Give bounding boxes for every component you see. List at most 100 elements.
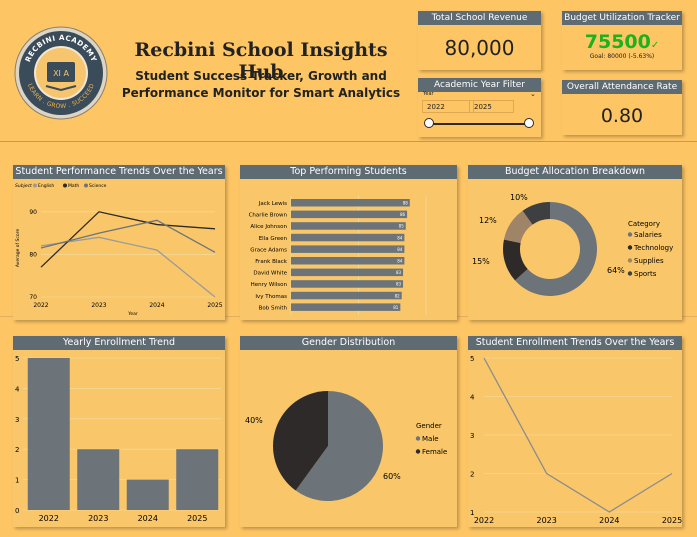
year-from-input[interactable]: 2022 xyxy=(422,100,474,113)
performance-panel: Student Performance Trends Over the Year… xyxy=(13,165,225,320)
page-title: Recbini School Insights Hub xyxy=(134,39,388,83)
bar xyxy=(176,449,219,510)
y-tick-label: 4 xyxy=(15,385,20,393)
legend-item: Female xyxy=(422,448,447,456)
year-filter-label: Academic Year Filter xyxy=(418,78,541,92)
y-tick-label: 1 xyxy=(15,477,19,485)
y-tick-label: 1 xyxy=(470,509,474,517)
year-slider-start-handle[interactable] xyxy=(424,118,434,128)
gender-panel: Gender Distribution 60% 40% Gender Male Fema… xyxy=(240,336,457,527)
y-tick-label: 4 xyxy=(470,394,475,402)
bar xyxy=(291,280,404,288)
bar-value-label: 84 xyxy=(397,247,403,252)
x-tick-label: 2023 xyxy=(536,516,556,525)
legend-marker xyxy=(627,258,633,263)
bar xyxy=(126,479,169,510)
x-tick-label: 2022 xyxy=(39,514,59,523)
slice-female xyxy=(273,391,328,491)
bar-value-label: 83 xyxy=(396,282,402,287)
x-tick-label: 2022 xyxy=(33,302,48,309)
y-tick-label: 80 xyxy=(29,251,37,258)
legend-title: Category xyxy=(628,220,660,228)
x-tick-label: 100 xyxy=(419,319,432,320)
bar-category-label: Charlie Brown xyxy=(249,213,288,219)
series-line xyxy=(483,357,673,513)
bar-category-label: Bob Smith xyxy=(259,305,288,311)
performance-title: Student Performance Trends Over the Year… xyxy=(13,165,225,179)
budget-alloc-title: Budget Allocation Breakdown xyxy=(468,165,682,179)
bar xyxy=(291,303,401,311)
chevron-down-icon[interactable]: ⌄ xyxy=(530,90,536,98)
legend-title: Gender xyxy=(416,422,442,430)
enrollment-trend-title: Student Enrollment Trends Over the Years xyxy=(468,336,682,350)
budget-value: 75500 xyxy=(584,31,651,53)
y-tick-label: 3 xyxy=(470,432,474,440)
legend-item: Technology xyxy=(633,244,673,252)
gender-title: Gender Distribution xyxy=(240,336,457,350)
slice-value-label: 60% xyxy=(383,472,401,481)
slice-salaries xyxy=(515,202,597,296)
x-tick-label: 2023 xyxy=(91,302,106,309)
series-line-science xyxy=(40,219,216,253)
year-filter-field: Year xyxy=(423,91,434,97)
legend-item: Salaries xyxy=(634,231,662,239)
legend-item: Math xyxy=(68,183,79,189)
enrollment-trend-panel: Student Enrollment Trends Over the Years… xyxy=(468,336,682,527)
slice-value-label: 64% xyxy=(607,266,625,275)
year-slider-track[interactable] xyxy=(429,123,529,125)
legend-marker xyxy=(33,183,37,188)
series-line-english xyxy=(40,236,216,298)
legend-marker xyxy=(627,232,633,237)
check-icon: ✓ xyxy=(650,40,660,51)
x-tick-label: 2022 xyxy=(474,516,494,525)
page-subtitle-line2: Performance Monitor for Smart Analytics xyxy=(121,86,401,100)
yearly-enrollment-panel: Yearly Enrollment Trend 0 1 2 3 4 5 2022 2023 20… xyxy=(13,336,225,527)
top-students-title: Top Performing Students xyxy=(240,165,457,179)
logo-mark: XI A xyxy=(53,69,69,78)
legend-marker xyxy=(415,436,421,441)
x-tick-label: 2025 xyxy=(662,516,682,525)
bar-value-label: 81 xyxy=(393,305,399,310)
legend-item: Science xyxy=(89,183,107,189)
school-logo: RECBINI ACADEMY LEARN . GROW . SUCCEED X… xyxy=(14,26,108,120)
x-tick-label: 2023 xyxy=(88,514,108,523)
year-filter-card[interactable]: Academic Year Filter Year ⌄ 2022 2025 xyxy=(418,78,541,137)
revenue-value: 80,000 xyxy=(444,36,515,60)
y-tick-label: 2 xyxy=(470,471,474,479)
bar-category-label: Grace Adams xyxy=(250,247,287,253)
year-to-input[interactable]: 2025 xyxy=(469,100,514,113)
bar xyxy=(291,245,405,253)
y-tick-label: 5 xyxy=(470,355,474,363)
legend-title: Subject xyxy=(15,183,32,189)
slice-value-label: 12% xyxy=(479,216,497,225)
top-students-panel: Top Performing Students 0 50 100 Jack Lewis… xyxy=(240,165,457,327)
y-tick-label: 2 xyxy=(15,446,19,454)
bar-category-label: Ivy Thomas xyxy=(255,294,287,300)
budget-goal: Goal: 80000 (-5.63%) xyxy=(589,53,655,60)
x-tick-label: 50 xyxy=(354,319,363,320)
legend-item: Supplies xyxy=(634,257,664,265)
budget-label: Budget Utilization Tracker xyxy=(562,11,682,25)
bar-value-label: 82 xyxy=(395,293,401,298)
year-slider-end-handle[interactable] xyxy=(524,118,534,128)
bar-value-label: 86 xyxy=(400,212,406,217)
bar-category-label: Jack Lewis xyxy=(258,201,287,207)
legend-marker xyxy=(84,183,88,188)
bar xyxy=(291,222,406,230)
bar-category-label: Frank Black xyxy=(255,259,288,265)
yearly-enrollment-title: Yearly Enrollment Trend xyxy=(13,336,225,350)
slice-male xyxy=(295,391,383,501)
legend-item: Male xyxy=(422,435,439,443)
bar-category-label: Ella Green xyxy=(259,236,288,242)
attendance-label: Overall Attendance Rate xyxy=(562,80,682,94)
slice-value-label: 40% xyxy=(245,416,263,425)
slice-supplies xyxy=(503,210,533,243)
legend-item: English xyxy=(38,183,54,189)
header-divider xyxy=(0,141,697,142)
budget-alloc-panel: Budget Allocation Breakdown 64% 15% 12% 10%… xyxy=(468,165,682,320)
bar xyxy=(291,199,410,207)
bar xyxy=(291,233,405,242)
attendance-value: 0.80 xyxy=(600,105,644,127)
bar xyxy=(27,358,70,510)
bar xyxy=(77,449,120,510)
